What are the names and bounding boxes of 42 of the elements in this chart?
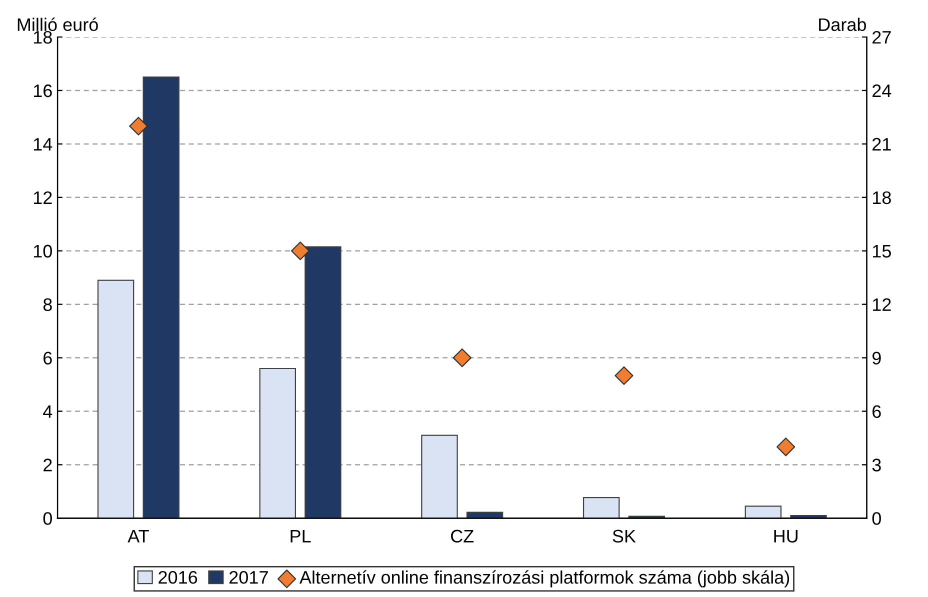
y-tick-label: 2: [44, 458, 52, 472]
y2-axis-title: Darab: [819, 18, 866, 32]
y-tick-label: 0: [43, 512, 52, 525]
x-tick-label: SK: [612, 530, 636, 543]
bar: [97, 280, 134, 518]
y2-tick-label: 27: [872, 30, 891, 44]
point: [614, 366, 634, 385]
y2-tick-label: 0: [872, 512, 881, 525]
y-tick-label: 10: [34, 244, 52, 258]
bar: [304, 246, 342, 518]
legend-label: 2016: [158, 570, 198, 584]
y-axis-title: Millió euró: [18, 18, 98, 32]
x-tick-label: HU: [774, 530, 798, 543]
x-tick-label: CZ: [451, 530, 474, 543]
y2-tick-label: 6: [872, 405, 881, 418]
legend-label: Alternetív online finanszírozási platformok száma (jobb skála): [299, 570, 790, 588]
point: [290, 242, 310, 260]
y2-tick-label: 15: [872, 244, 891, 258]
y2-tick-label: 9: [872, 352, 881, 365]
bar: [421, 434, 458, 518]
bar: [744, 506, 782, 518]
y-tick-label: 6: [44, 352, 52, 365]
x-tick-label: PL: [290, 530, 311, 542]
y2-tick-label: 12: [872, 298, 891, 311]
y-tick-label: 4: [43, 405, 52, 418]
point: [129, 116, 148, 136]
bar: [582, 497, 620, 518]
y-tick-label: 8: [43, 298, 52, 312]
y-tick-label: 12: [34, 191, 52, 204]
y-tick-label: 14: [34, 138, 52, 150]
bar: [142, 76, 180, 518]
y2-tick-label: 3: [872, 458, 881, 472]
point: [452, 348, 472, 368]
legend-label: 2017: [229, 570, 268, 584]
y2-tick-label: 18: [872, 191, 891, 204]
y-tick-label: 18: [34, 30, 52, 44]
x-tick-label: AT: [128, 530, 149, 542]
bar: [259, 368, 296, 518]
y-tick-label: 16: [34, 84, 52, 98]
y2-tick-label: 21: [872, 138, 891, 150]
y2-tick-label: 24: [872, 84, 892, 98]
point: [776, 438, 796, 456]
